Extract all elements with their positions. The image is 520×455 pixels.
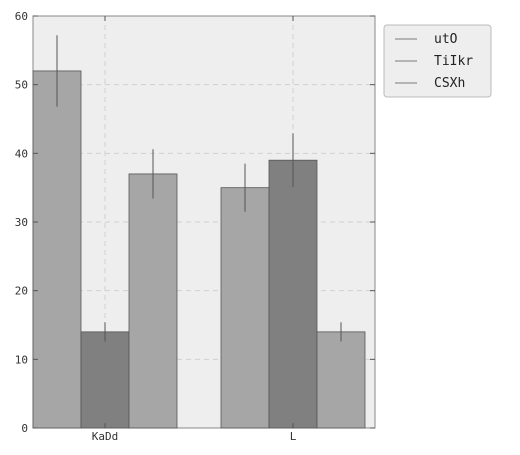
- y-tick-label: 0: [21, 422, 28, 435]
- bar-utO-KaDd: [32, 70, 82, 429]
- bar-CSXh-KaDd: [128, 173, 178, 429]
- bar-TiIkr-L: [268, 159, 318, 429]
- legend-label-TiIkr: TiIkr: [434, 54, 473, 69]
- bar-utO-L: [220, 187, 270, 429]
- x-tick-label: L: [290, 430, 297, 443]
- legend-label-utO: utO: [434, 32, 458, 47]
- error-bars-group: [56, 35, 342, 342]
- x-axis: KaDd L: [92, 16, 297, 443]
- bars-group: [32, 70, 366, 429]
- y-axis: 0 10 20 30 40 50 60: [15, 10, 375, 435]
- y-tick-label: 60: [15, 10, 28, 23]
- bar-TiIkr-KaDd: [80, 331, 130, 429]
- y-tick-label: 30: [15, 216, 28, 229]
- legend: utO TiIkr CSXh: [383, 24, 492, 98]
- y-tick-label: 40: [15, 147, 28, 160]
- bar-CSXh-L: [316, 331, 366, 429]
- y-tick-label: 10: [15, 353, 28, 366]
- x-tick-label: KaDd: [92, 430, 119, 443]
- y-tick-label: 50: [15, 79, 28, 92]
- legend-label-CSXh: CSXh: [434, 76, 465, 91]
- y-tick-label: 20: [15, 285, 28, 298]
- legend-box: [383, 24, 492, 98]
